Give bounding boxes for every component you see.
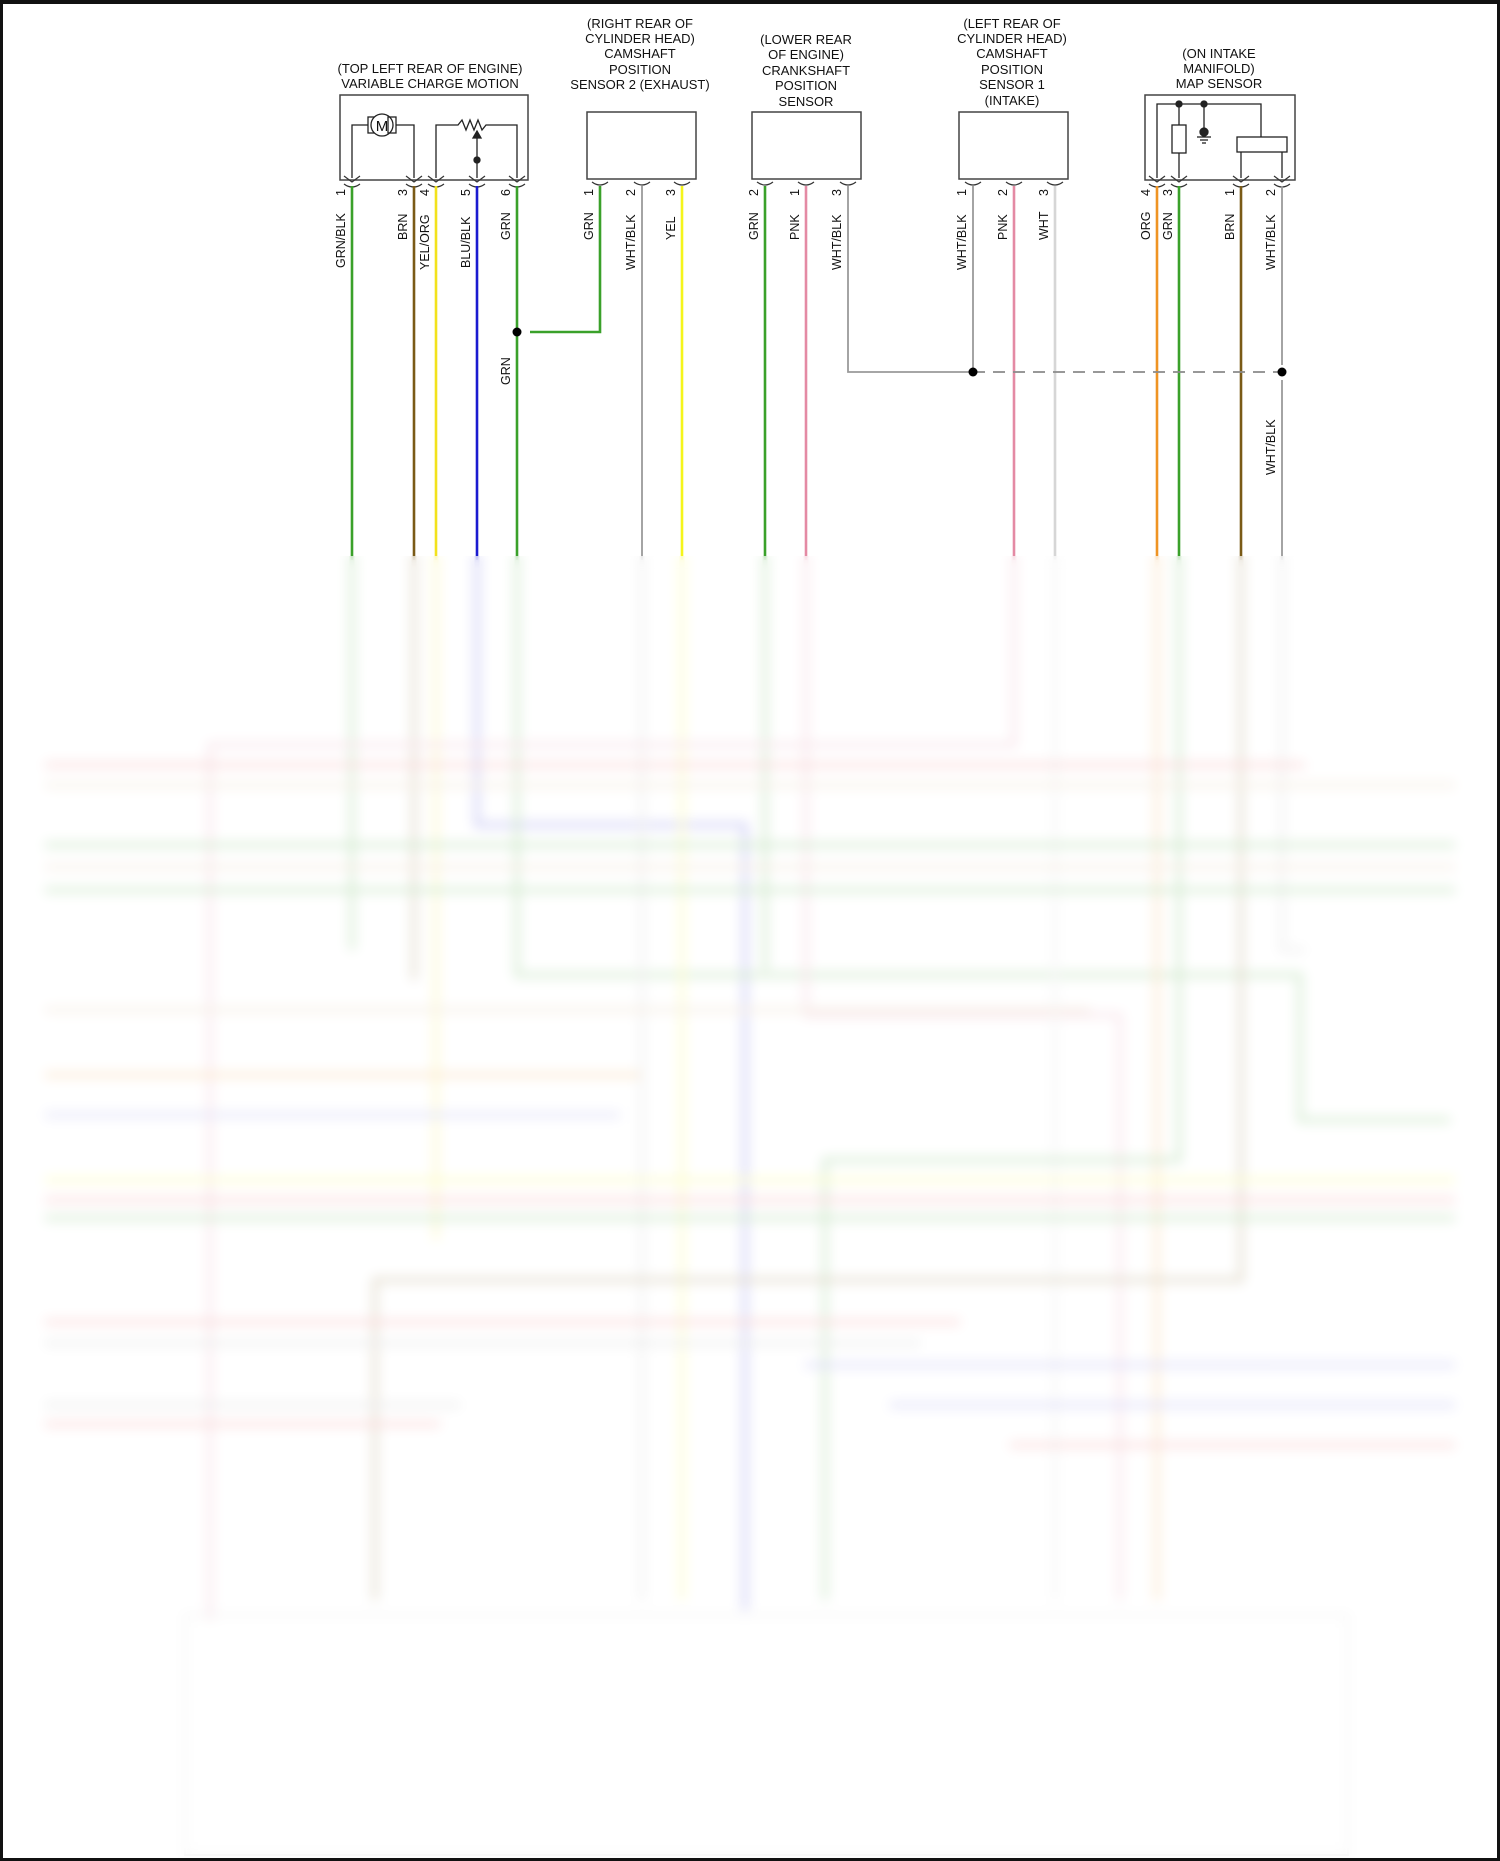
pin-labels: 1 GRN/BLK 3 BRN 4 YEL/ORG 5 BLU/BLK 6 GR… (334, 189, 1278, 475)
svg-text:POSITION: POSITION (609, 62, 671, 77)
svg-text:GRN: GRN (499, 357, 513, 385)
svg-text:BRN: BRN (1223, 214, 1237, 240)
svg-text:OF ENGINE): OF ENGINE) (768, 47, 844, 62)
svg-text:3: 3 (664, 189, 678, 196)
svg-text:1: 1 (788, 189, 802, 196)
svg-text:SENSOR 1: SENSOR 1 (979, 77, 1045, 92)
svg-text:MAP SENSOR: MAP SENSOR (1176, 76, 1262, 91)
svg-text:PNK: PNK (788, 214, 802, 240)
cmp1-box (958, 111, 1069, 180)
shield-dot-right (1277, 367, 1287, 377)
svg-text:WHT: WHT (1037, 211, 1051, 240)
svg-text:POSITION: POSITION (775, 78, 837, 93)
svg-text:(INTAKE): (INTAKE) (985, 93, 1040, 108)
svg-text:CYLINDER HEAD): CYLINDER HEAD) (957, 31, 1067, 46)
svg-text:3: 3 (1037, 189, 1051, 196)
vcm-label: (TOP LEFT REAR OF ENGINE) VARIABLE CHARG… (338, 61, 523, 91)
svg-text:GRN/BLK: GRN/BLK (334, 212, 348, 268)
svg-text:WHT/BLK: WHT/BLK (1264, 214, 1278, 270)
svg-text:(LEFT REAR OF: (LEFT REAR OF (963, 16, 1060, 31)
svg-text:(TOP LEFT REAR OF ENGINE): (TOP LEFT REAR OF ENGINE) (338, 61, 523, 76)
svg-text:4: 4 (418, 189, 432, 196)
motor-letter: M (376, 118, 389, 135)
svg-text:YEL/ORG: YEL/ORG (418, 214, 432, 270)
svg-text:GRN: GRN (747, 212, 761, 240)
vcm-box (339, 94, 529, 181)
svg-text:MANIFOLD): MANIFOLD) (1183, 61, 1255, 76)
ckp-label: (LOWER REAR OF ENGINE) CRANKSHAFT POSITI… (760, 32, 852, 109)
svg-text:BRN: BRN (396, 214, 410, 240)
motor-icon (351, 113, 415, 178)
svg-text:1: 1 (955, 189, 969, 196)
cmp2-label: (RIGHT REAR OF CYLINDER HEAD) CAMSHAFT P… (570, 16, 709, 92)
svg-text:POSITION: POSITION (981, 62, 1043, 77)
svg-text:PNK: PNK (996, 214, 1010, 240)
svg-text:BLU/BLK: BLU/BLK (459, 216, 473, 268)
svg-text:CRANKSHAFT: CRANKSHAFT (762, 63, 850, 78)
map-sensor-circuit-icon (1156, 100, 1288, 178)
svg-text:3: 3 (396, 189, 410, 196)
svg-text:WHT/BLK: WHT/BLK (1264, 419, 1278, 475)
svg-text:GRN: GRN (582, 212, 596, 240)
svg-text:WHT/BLK: WHT/BLK (955, 214, 969, 270)
connector-terminals (343, 175, 1291, 188)
map-label: (ON INTAKE MANIFOLD) MAP SENSOR (1176, 46, 1262, 91)
wire-grn-splice (530, 186, 602, 334)
map-box (1144, 94, 1296, 181)
cmp2-box (586, 111, 697, 180)
svg-text:6: 6 (499, 189, 513, 196)
wire-wht-blk-shield (847, 186, 973, 373)
svg-text:CAMSHAFT: CAMSHAFT (604, 46, 676, 61)
svg-text:CAMSHAFT: CAMSHAFT (976, 46, 1048, 61)
svg-text:GRN: GRN (499, 212, 513, 240)
svg-text:2: 2 (624, 189, 638, 196)
svg-text:3: 3 (1161, 189, 1175, 196)
svg-text:2: 2 (996, 189, 1010, 196)
svg-text:2: 2 (1264, 189, 1278, 196)
svg-text:5: 5 (459, 189, 473, 196)
svg-text:WHT/BLK: WHT/BLK (624, 214, 638, 270)
svg-text:GRN: GRN (1161, 212, 1175, 240)
svg-text:(RIGHT REAR OF: (RIGHT REAR OF (587, 16, 693, 31)
svg-text:CYLINDER HEAD): CYLINDER HEAD) (585, 31, 695, 46)
svg-text:4: 4 (1139, 189, 1153, 196)
svg-text:1: 1 (334, 189, 348, 196)
svg-text:YEL: YEL (664, 216, 678, 240)
svg-text:SENSOR: SENSOR (779, 94, 834, 109)
svg-text:VARIABLE CHARGE MOTION: VARIABLE CHARGE MOTION (341, 76, 518, 91)
blurred-lower-section (3, 556, 1497, 1858)
svg-text:2: 2 (747, 189, 761, 196)
svg-text:3: 3 (830, 189, 844, 196)
cmp1-label: (LEFT REAR OF CYLINDER HEAD) CAMSHAFT PO… (957, 16, 1067, 108)
svg-text:1: 1 (582, 189, 596, 196)
svg-text:1: 1 (1223, 189, 1237, 196)
svg-text:WHT/BLK: WHT/BLK (830, 214, 844, 270)
svg-text:SENSOR 2 (EXHAUST): SENSOR 2 (EXHAUST) (570, 77, 709, 92)
potentiometer-icon (435, 118, 518, 178)
svg-text:(ON INTAKE: (ON INTAKE (1182, 46, 1256, 61)
splice-dot (512, 327, 522, 337)
ckp-box (751, 111, 862, 180)
shield-dot-left (968, 367, 978, 377)
svg-text:(LOWER REAR: (LOWER REAR (760, 32, 852, 47)
svg-text:ORG: ORG (1139, 212, 1153, 240)
wires (350, 186, 1283, 560)
